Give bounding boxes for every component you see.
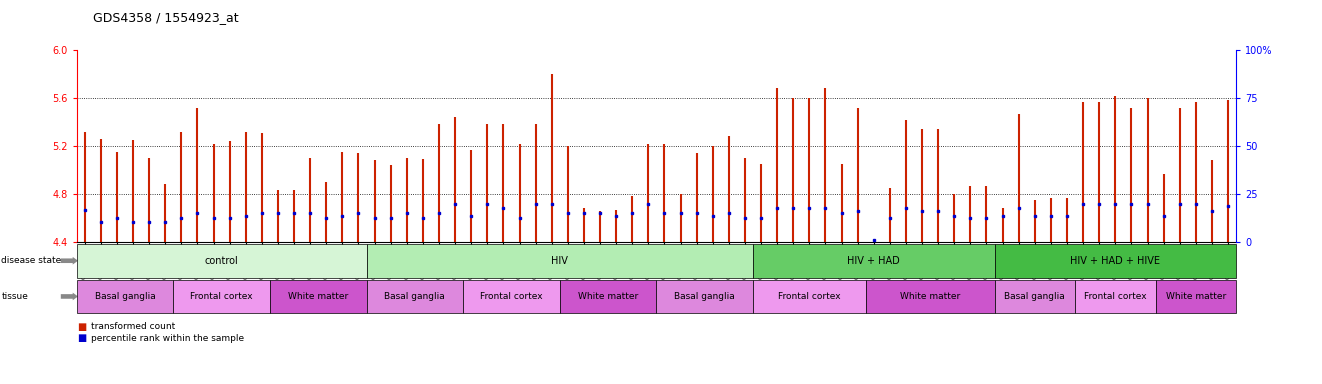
Text: tissue: tissue	[1, 292, 28, 301]
Text: White matter: White matter	[1166, 292, 1225, 301]
Text: White matter: White matter	[288, 292, 348, 301]
Text: Frontal cortex: Frontal cortex	[480, 292, 543, 301]
Text: White matter: White matter	[900, 292, 960, 301]
Text: control: control	[205, 256, 238, 266]
Text: percentile rank within the sample: percentile rank within the sample	[91, 334, 245, 343]
Text: Basal ganglia: Basal ganglia	[1005, 292, 1066, 301]
Text: GDS4358 / 1554923_at: GDS4358 / 1554923_at	[93, 12, 238, 25]
Text: HIV + HAD + HIVE: HIV + HAD + HIVE	[1071, 256, 1161, 266]
Text: Basal ganglia: Basal ganglia	[674, 292, 735, 301]
Text: transformed count: transformed count	[91, 322, 176, 331]
Text: Basal ganglia: Basal ganglia	[385, 292, 446, 301]
Text: ■: ■	[77, 333, 86, 343]
Text: HIV: HIV	[551, 256, 568, 266]
Text: Frontal cortex: Frontal cortex	[1084, 292, 1146, 301]
Text: disease state: disease state	[1, 256, 62, 265]
Text: Frontal cortex: Frontal cortex	[779, 292, 841, 301]
Text: HIV + HAD: HIV + HAD	[847, 256, 900, 266]
Text: White matter: White matter	[578, 292, 639, 301]
Text: ■: ■	[77, 322, 86, 332]
Text: Frontal cortex: Frontal cortex	[190, 292, 253, 301]
Text: Basal ganglia: Basal ganglia	[95, 292, 156, 301]
